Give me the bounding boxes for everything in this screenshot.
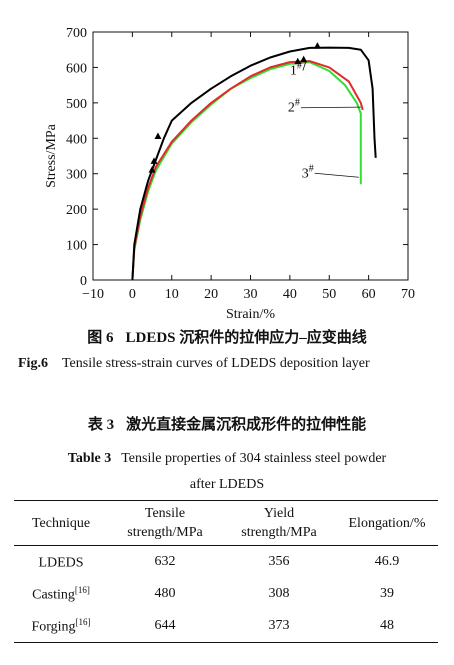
table-row: Casting[16] 480 308 39	[14, 578, 438, 610]
series-annotation: 3#	[302, 163, 314, 181]
header-yield-line2: strength/MPa	[241, 525, 317, 540]
yield-marker	[313, 42, 321, 49]
series-line-2	[131, 60, 364, 281]
x-tick-label: 60	[362, 287, 376, 302]
cell-elongation: 46.9	[374, 554, 400, 569]
yield-marker	[154, 132, 162, 140]
x-tick-label: 30	[244, 287, 258, 302]
figure-caption-cn: 图 6 LDEDS 沉积件的拉伸应力–应变曲线	[0, 326, 454, 347]
table-row: LDEDS 632 356 46.9	[14, 546, 438, 579]
x-tick-label: 50	[322, 287, 336, 302]
y-tick-label: 400	[66, 132, 87, 147]
yield-marker	[148, 166, 156, 173]
x-tick-label: 10	[165, 287, 179, 302]
cell-technique: LDEDS	[14, 546, 108, 579]
series-annotation: 2#	[288, 98, 300, 116]
y-tick-label: 100	[66, 239, 87, 254]
table-title-en-line2: after LDEDS	[189, 477, 265, 492]
technique-name: Forging	[31, 619, 76, 635]
header-yield-line1: Yield	[263, 506, 295, 521]
y-tick-label: 600	[66, 61, 87, 76]
cell-tensile: 644	[154, 618, 176, 633]
figure-caption-en: Fig.6 Tensile stress-strain curves of LDE…	[18, 356, 448, 372]
y-tick-label: 500	[66, 97, 87, 112]
table-title-en-line1: Tensile properties of 304 stainless stee…	[121, 451, 387, 466]
cell-yield: 373	[268, 618, 290, 633]
table-header-row: Technique Tensile strength/MPa Yield str…	[14, 500, 438, 546]
table-number-en: Table 3	[67, 451, 112, 466]
figure-title-en: Tensile stress-strain curves of LDEDS de…	[61, 356, 370, 371]
table-row: Forging[16] 644 373 48	[14, 610, 438, 643]
cell-yield: 356	[268, 554, 290, 569]
yield-marker	[150, 157, 158, 164]
cell-tensile: 632	[154, 554, 176, 569]
y-tick-label: 0	[80, 274, 87, 289]
x-tick-label: 70	[401, 287, 415, 302]
table-title-cn: 表 3 激光直接金属沉积成形件的拉伸性能	[0, 413, 454, 434]
figure-number-cn: 图 6	[87, 330, 114, 346]
header-elongation: Elongation/%	[348, 515, 426, 531]
series-annotation: 1#	[290, 61, 302, 79]
cell-elongation: 48	[380, 618, 394, 633]
table-title-en: Table 3 Tensile properties of 304 stainle…	[0, 446, 454, 498]
cell-technique: Casting[16]	[14, 578, 108, 610]
technique-ref: [16]	[74, 584, 90, 595]
y-axis-label: Stress/MPa	[44, 123, 59, 188]
table-number-cn: 表 3	[87, 417, 115, 433]
header-tensile-line1: Tensile	[144, 506, 186, 521]
cell-tensile: 480	[154, 586, 176, 601]
y-tick-label: 700	[66, 26, 87, 41]
y-tick-label: 200	[66, 203, 87, 218]
x-tick-label: 20	[204, 287, 218, 302]
yield-marker	[300, 55, 308, 63]
figure-title-cn: LDEDS 沉积件的拉伸应力–应变曲线	[125, 330, 367, 346]
annotation-leader	[302, 61, 307, 71]
technique-name: Casting	[32, 587, 75, 603]
technique-name: LDEDS	[38, 555, 84, 571]
series-line-3	[131, 61, 362, 281]
header-tensile: Tensile strength/MPa	[108, 501, 222, 546]
technique-ref: [16]	[75, 616, 91, 627]
figure-number-en: Fig.6	[18, 356, 48, 371]
annotation-leader	[314, 172, 359, 178]
header-yield: Yield strength/MPa	[222, 501, 336, 546]
annotation-leader	[300, 106, 361, 109]
yield-marker	[294, 57, 302, 65]
header-tensile-line2: strength/MPa	[127, 525, 203, 540]
cell-elongation: 39	[380, 586, 394, 601]
series-line-1	[131, 46, 377, 281]
header-technique: Technique	[31, 515, 91, 531]
cell-technique: Forging[16]	[14, 610, 108, 643]
x-tick-label: 0	[129, 287, 136, 302]
x-tick-label: −10	[82, 287, 104, 302]
stress-strain-chart: −10 0 10 20 30 40 50 60 700100200300400500600700…	[44, 26, 415, 322]
cell-yield: 308	[268, 586, 290, 601]
x-tick-label: 40	[283, 287, 297, 302]
properties-table: Technique Tensile strength/MPa Yield str…	[14, 500, 438, 643]
x-axis-label: Strain/%	[226, 307, 275, 322]
table-title-cn-text: 激光直接金属沉积成形件的拉伸性能	[126, 417, 367, 433]
y-tick-label: 300	[66, 168, 87, 183]
